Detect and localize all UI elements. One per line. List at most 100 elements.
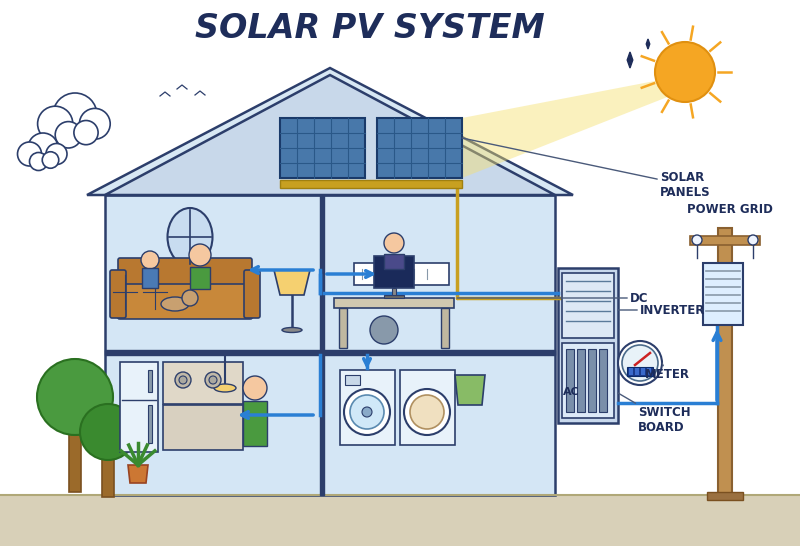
Circle shape	[53, 93, 97, 137]
Bar	[163, 405, 243, 450]
Circle shape	[618, 341, 662, 385]
FancyBboxPatch shape	[117, 275, 253, 319]
Circle shape	[46, 144, 67, 164]
Bar	[143, 275, 167, 309]
Bar	[629, 368, 633, 375]
Text: POWER GRID: POWER GRID	[687, 203, 773, 216]
Bar	[339, 308, 347, 348]
Bar	[345, 375, 360, 385]
Bar	[105, 195, 555, 495]
Circle shape	[38, 106, 73, 141]
FancyBboxPatch shape	[110, 270, 126, 318]
Bar	[392, 288, 396, 296]
Bar	[280, 118, 365, 178]
Circle shape	[748, 235, 758, 245]
Circle shape	[141, 251, 159, 269]
Polygon shape	[646, 39, 650, 49]
Text: DC: DC	[457, 292, 649, 305]
FancyBboxPatch shape	[118, 258, 252, 284]
Bar	[102, 452, 114, 497]
FancyBboxPatch shape	[244, 270, 260, 318]
Circle shape	[18, 142, 42, 166]
Bar	[562, 343, 614, 418]
Circle shape	[179, 376, 187, 384]
Bar	[641, 368, 645, 375]
Bar	[690, 236, 760, 245]
Bar	[635, 368, 639, 375]
Circle shape	[37, 359, 113, 435]
Circle shape	[622, 345, 658, 381]
Circle shape	[28, 133, 58, 163]
Bar	[69, 427, 81, 492]
Circle shape	[350, 395, 384, 429]
Bar	[163, 362, 243, 404]
Text: AC: AC	[563, 387, 580, 397]
Circle shape	[243, 376, 267, 400]
Bar	[113, 275, 137, 309]
Text: METER: METER	[645, 363, 690, 382]
Circle shape	[79, 109, 110, 139]
Bar	[320, 195, 324, 495]
Bar	[441, 308, 449, 348]
Bar	[105, 350, 555, 355]
Bar	[354, 263, 449, 285]
Circle shape	[370, 316, 398, 344]
Circle shape	[404, 389, 450, 435]
Polygon shape	[128, 465, 148, 483]
Circle shape	[410, 395, 444, 429]
Text: SOLAR
PANELS: SOLAR PANELS	[462, 138, 710, 199]
Bar	[148, 405, 152, 443]
Bar	[334, 298, 454, 308]
Bar	[707, 492, 743, 500]
Bar	[703, 263, 743, 325]
Polygon shape	[87, 68, 573, 195]
Polygon shape	[105, 75, 555, 195]
Polygon shape	[274, 270, 310, 295]
Bar	[243, 401, 267, 446]
Polygon shape	[627, 52, 633, 68]
Bar	[599, 349, 607, 412]
Ellipse shape	[167, 208, 213, 266]
Circle shape	[175, 372, 191, 388]
Bar	[718, 228, 732, 497]
Text: SWITCH
BOARD: SWITCH BOARD	[618, 393, 690, 434]
Circle shape	[692, 235, 702, 245]
Circle shape	[189, 244, 211, 266]
Circle shape	[655, 42, 715, 102]
Circle shape	[80, 404, 136, 460]
Bar	[190, 267, 210, 289]
Circle shape	[55, 122, 82, 148]
Bar	[588, 349, 596, 412]
Circle shape	[344, 389, 390, 435]
Bar	[566, 349, 574, 412]
Ellipse shape	[214, 384, 236, 392]
Text: SOLAR PV SYSTEM: SOLAR PV SYSTEM	[195, 11, 545, 45]
Bar	[280, 180, 462, 188]
Circle shape	[182, 290, 198, 306]
Bar	[142, 268, 158, 288]
Polygon shape	[455, 375, 485, 405]
Bar	[562, 273, 614, 338]
Bar	[558, 268, 618, 423]
Bar	[0, 495, 800, 546]
Circle shape	[205, 372, 221, 388]
Circle shape	[384, 233, 404, 253]
Bar	[120, 362, 158, 452]
Bar	[148, 370, 152, 392]
Bar	[340, 370, 395, 445]
Bar	[627, 367, 653, 376]
Bar	[577, 349, 585, 412]
Circle shape	[209, 376, 217, 384]
Bar	[374, 256, 414, 288]
Ellipse shape	[282, 328, 302, 333]
Circle shape	[362, 407, 372, 417]
Circle shape	[42, 152, 58, 168]
Bar	[400, 370, 455, 445]
Bar	[384, 254, 404, 269]
Bar	[647, 368, 651, 375]
Text: INVERTER: INVERTER	[618, 304, 706, 317]
Ellipse shape	[161, 297, 189, 311]
Circle shape	[74, 121, 98, 145]
Circle shape	[30, 152, 47, 170]
Bar	[377, 118, 462, 178]
